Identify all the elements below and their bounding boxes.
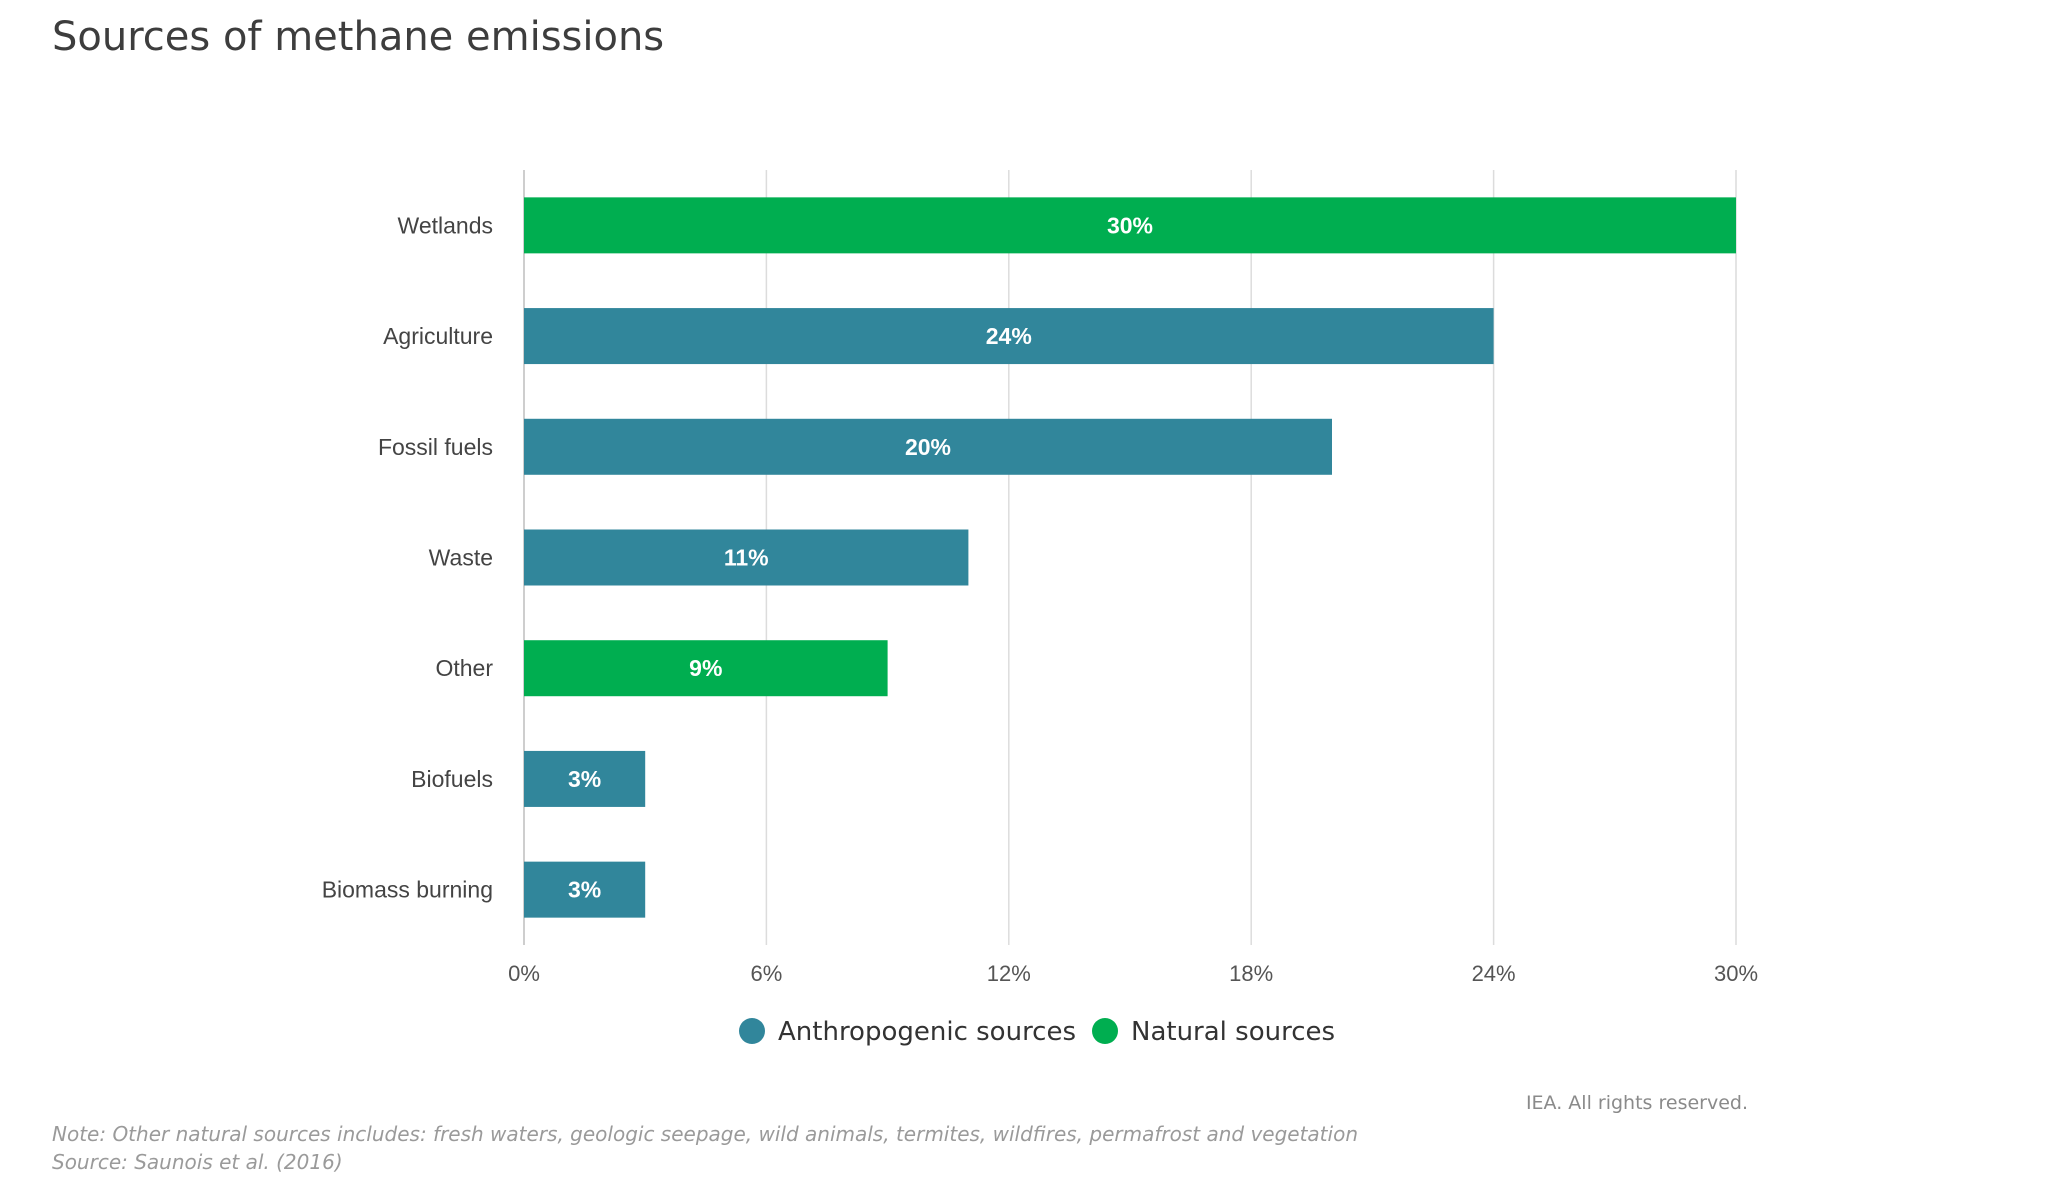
bar-waste	[524, 529, 969, 586]
category-label: Wetlands	[398, 212, 493, 238]
category-label: Other	[435, 655, 493, 681]
bar-wetlands	[524, 197, 1736, 254]
data-label: 24%	[986, 323, 1032, 349]
legend-swatch-natural	[1092, 1018, 1118, 1044]
bars	[524, 197, 1736, 918]
legend-label-anthropogenic: Anthropogenic sources	[778, 1017, 1076, 1047]
x-tick-label: 18%	[1229, 961, 1273, 986]
x-tick-label: 30%	[1714, 961, 1758, 986]
legend: Anthropogenic sources Natural sources	[739, 1017, 1335, 1047]
chart-note: Note: Other natural sources includes: fr…	[52, 1122, 1358, 1146]
data-label: 11%	[724, 545, 769, 571]
data-label: 30%	[1107, 212, 1153, 238]
chart-source: Source: Saunois et al. (2016)	[52, 1150, 343, 1174]
x-tick-label: 6%	[751, 961, 783, 986]
bar-fossil-fuels	[524, 418, 1332, 475]
x-tick-label: 12%	[987, 961, 1031, 986]
legend-swatch-anthropogenic	[739, 1018, 765, 1044]
bar-agriculture	[524, 308, 1494, 365]
rights-notice: IEA. All rights reserved.	[1525, 1092, 1748, 1114]
data-label: 3%	[568, 766, 601, 792]
category-label: Biomass burning	[322, 877, 493, 903]
x-tick-label: 24%	[1472, 961, 1516, 986]
category-label: Biofuels	[411, 766, 493, 792]
x-tick-label: 0%	[508, 961, 540, 986]
bar-biomass-burning	[524, 861, 646, 918]
category-label: Waste	[429, 545, 493, 571]
data-label: 3%	[568, 877, 601, 903]
category-label: Agriculture	[383, 323, 493, 349]
bar-biofuels	[524, 750, 646, 807]
legend-label-natural: Natural sources	[1131, 1017, 1335, 1047]
labels: 0% 6% 12% 18% 24% 30% 30% Wetlands 24% Agricultur…	[322, 212, 1758, 986]
data-label: 20%	[905, 434, 951, 460]
bar-other	[524, 640, 888, 697]
data-label: 9%	[689, 655, 722, 681]
chart-title: Sources of methane emissions	[52, 14, 665, 60]
category-label: Fossil fuels	[378, 434, 493, 460]
